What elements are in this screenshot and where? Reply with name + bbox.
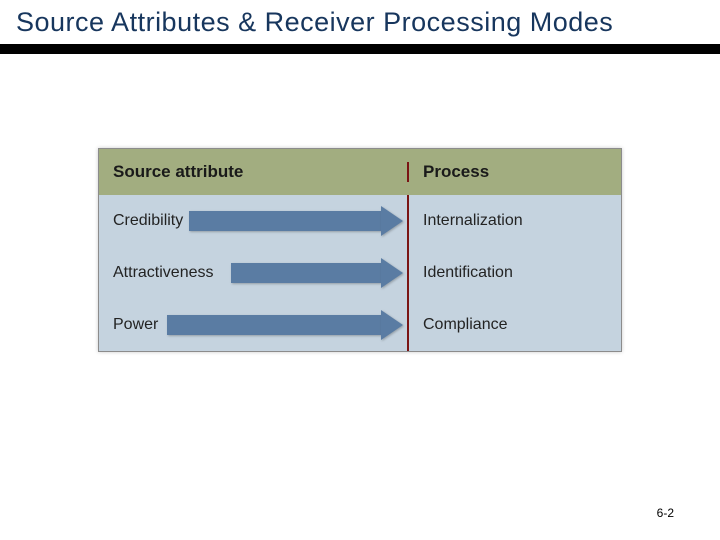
attribute-label: Power — [113, 316, 158, 334]
cell-process: Identification — [409, 247, 621, 299]
arrow-icon — [167, 314, 403, 336]
attribute-label: Credibility — [113, 212, 183, 230]
header-process: Process — [409, 162, 621, 182]
arrow-icon — [231, 262, 403, 284]
page-number: 6-2 — [657, 506, 674, 520]
cell-attribute: Credibility — [99, 195, 409, 247]
header-source-attribute: Source attribute — [99, 162, 409, 182]
title-bar: Source Attributes & Receiver Processing … — [0, 0, 720, 54]
cell-process: Compliance — [409, 299, 621, 351]
table-row: Power Compliance — [99, 299, 621, 351]
attribute-process-table: Source attribute Process Credibility Int… — [98, 148, 622, 352]
table-row: Attractiveness Identification — [99, 247, 621, 299]
attribute-label: Attractiveness — [113, 264, 213, 282]
table-row: Credibility Internalization — [99, 195, 621, 247]
cell-attribute: Attractiveness — [99, 247, 409, 299]
page-title: Source Attributes & Receiver Processing … — [0, 0, 720, 44]
table-header-row: Source attribute Process — [99, 149, 621, 195]
arrow-icon — [189, 210, 403, 232]
table-body: Credibility Internalization Attractivene… — [99, 195, 621, 351]
cell-process: Internalization — [409, 195, 621, 247]
cell-attribute: Power — [99, 299, 409, 351]
